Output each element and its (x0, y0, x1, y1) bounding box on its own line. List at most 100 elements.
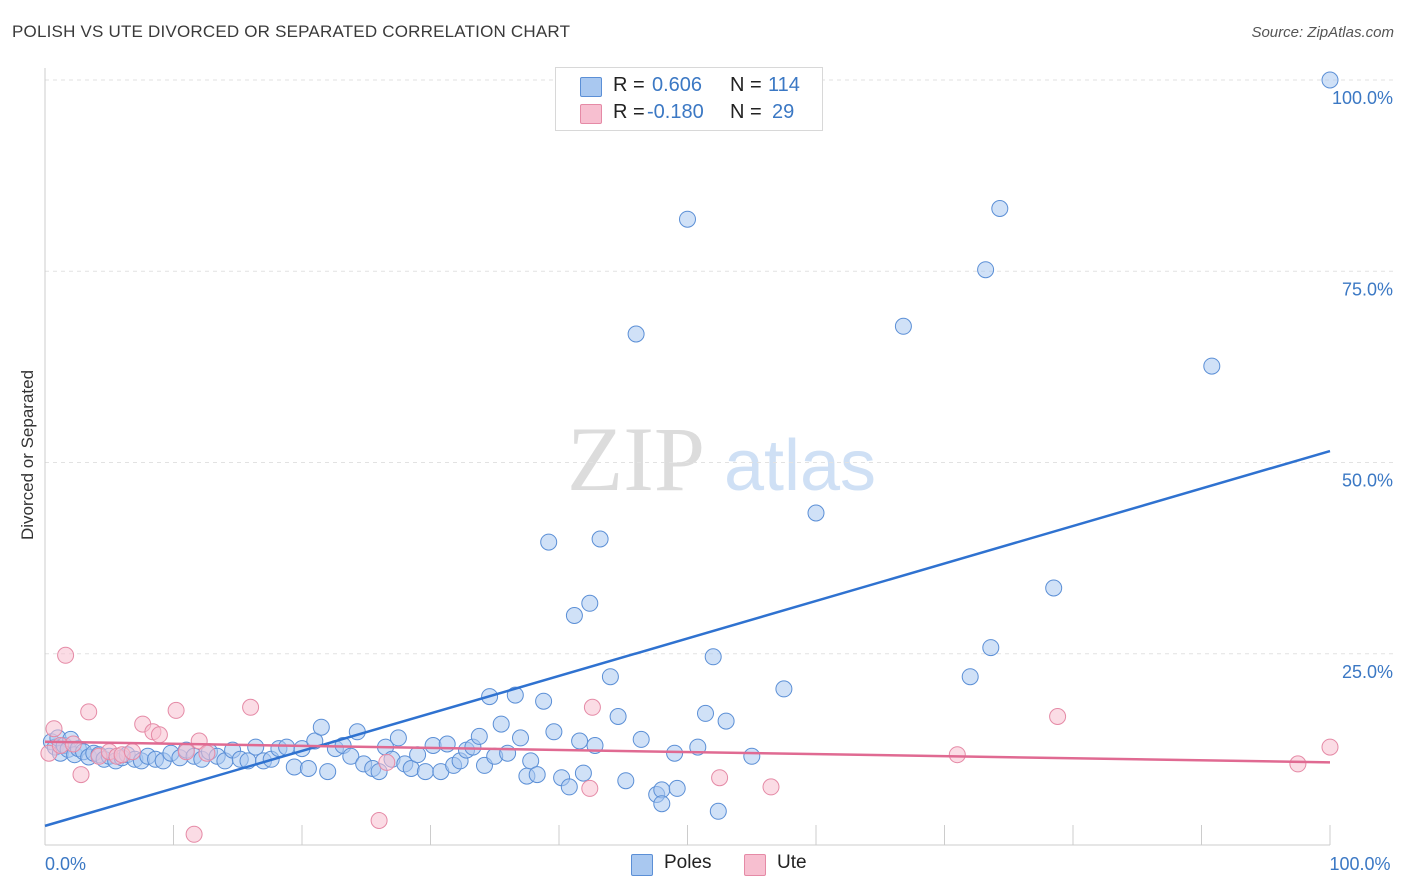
point-poles (499, 744, 517, 762)
point-poles (581, 594, 599, 612)
point-ute (72, 766, 90, 784)
point-poles (743, 747, 761, 765)
axes (44, 68, 1331, 846)
legend-swatch-ute (580, 104, 602, 124)
point-ute (581, 779, 599, 797)
data-points (40, 71, 1339, 843)
point-poles (666, 744, 684, 762)
point-poles (285, 758, 303, 776)
y-axis-label: Divorced or Separated (18, 370, 37, 540)
watermark-atlas: atlas (724, 426, 876, 506)
bottom-legend-swatch-ute (744, 854, 766, 876)
y-tick-label: 25.0% (1342, 662, 1393, 682)
point-poles (632, 730, 650, 748)
point-poles (319, 763, 337, 781)
point-ute (177, 743, 195, 761)
point-poles (438, 735, 456, 753)
point-poles (574, 764, 592, 782)
point-poles (807, 504, 825, 522)
point-ute (370, 812, 388, 829)
point-poles (571, 732, 589, 750)
point-poles (560, 778, 578, 796)
bottom-legend-swatch-poles (631, 854, 653, 876)
watermark-zip: ZIP (567, 408, 705, 510)
point-poles (299, 760, 317, 777)
point-ute (150, 726, 168, 744)
bottom-legend-label-poles: Poles (664, 852, 712, 873)
point-ute (45, 720, 63, 738)
point-poles (977, 261, 995, 279)
point-poles (342, 747, 360, 765)
trend-lines (44, 449, 1331, 828)
point-poles (416, 763, 434, 781)
point-poles (717, 712, 735, 730)
trend-line-poles (44, 449, 1331, 828)
point-poles (653, 795, 671, 813)
point-ute (1289, 755, 1307, 773)
y-tick-label: 50.0% (1342, 471, 1393, 491)
point-ute (762, 778, 780, 796)
point-poles (1321, 71, 1339, 89)
point-poles (982, 639, 1000, 657)
point-ute (64, 735, 82, 753)
point-poles (512, 729, 529, 747)
point-poles (522, 752, 540, 770)
point-ute (711, 769, 729, 787)
point-poles (470, 727, 488, 745)
source-label: Source: ZipAtlas.com (1251, 24, 1394, 41)
legend-box: R = 0.606 N = 114 R = -0.180 N = 29 (555, 67, 823, 131)
x-tick-label: 100.0% (1329, 854, 1390, 874)
point-ute (123, 743, 141, 761)
point-poles (409, 746, 427, 764)
legend-r-label: R = (613, 74, 645, 96)
point-poles (247, 738, 265, 756)
bottom-legend-label-ute: Ute (777, 852, 807, 873)
point-poles (1203, 357, 1221, 375)
point-ute (1049, 708, 1067, 725)
point-ute (1321, 738, 1339, 756)
chart-title: POLISH VS UTE DIVORCED OR SEPARATED CORR… (12, 22, 571, 41)
y-tick-label: 100.0% (1332, 88, 1393, 108)
point-poles (424, 737, 442, 754)
point-poles (540, 533, 558, 551)
grid (45, 79, 1394, 655)
point-ute (198, 744, 216, 762)
trend-line-ute (44, 740, 1331, 764)
point-ute (948, 746, 966, 764)
point-ute (242, 698, 260, 716)
point-ute (185, 825, 203, 843)
point-poles (709, 802, 727, 820)
point-ute (167, 701, 185, 719)
point-ute (378, 753, 396, 771)
legend-n-value: 29 (772, 101, 795, 123)
legend-swatch-poles (580, 77, 602, 97)
point-poles (591, 530, 609, 548)
x-tick-label: 0.0% (45, 854, 86, 874)
point-poles (704, 648, 722, 666)
point-poles (668, 779, 686, 797)
point-poles (545, 723, 563, 741)
point-poles (528, 766, 546, 784)
legend-r-value: 0.606 (652, 74, 703, 96)
point-poles (601, 668, 619, 686)
watermark: ZIP atlas (567, 408, 876, 510)
legend-r-value: -0.180 (647, 101, 704, 123)
tick-labels: 0.0% 100.0% 25.0% 50.0% 75.0% 100.0% (45, 88, 1393, 874)
legend-n-label: N = (730, 74, 762, 96)
legend-n-value: 114 (768, 74, 800, 96)
point-poles (627, 325, 645, 343)
point-poles (492, 715, 510, 733)
point-poles (535, 692, 553, 710)
point-poles (389, 729, 407, 747)
point-poles (1045, 579, 1063, 597)
point-poles (565, 607, 583, 624)
point-poles (312, 718, 330, 736)
point-poles (617, 772, 635, 790)
point-ute (583, 698, 601, 716)
point-poles (609, 708, 627, 725)
point-ute (80, 703, 98, 721)
point-poles (697, 704, 714, 722)
point-poles (894, 317, 912, 335)
legend-n-label: N = (730, 101, 762, 123)
